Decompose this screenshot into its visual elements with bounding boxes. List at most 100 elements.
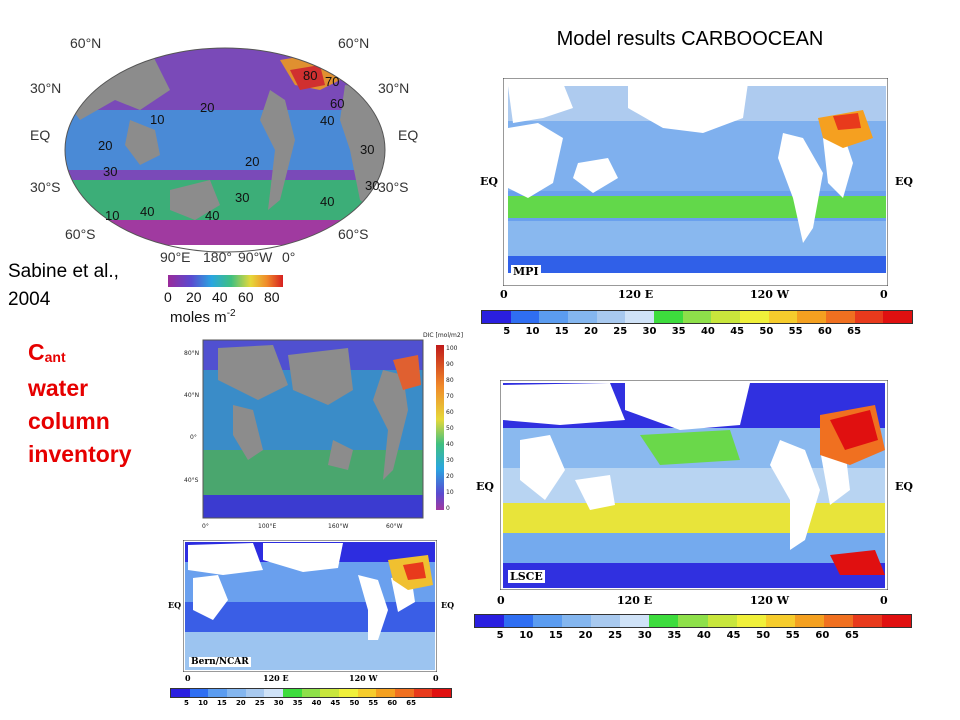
colorbar-swatch xyxy=(510,311,540,323)
sabine-lat-30n: 30°N xyxy=(30,80,61,96)
colorbar-label: 20 xyxy=(584,326,598,337)
colorbar-label: 30 xyxy=(642,326,657,337)
dic-cbar-tick: 80 xyxy=(446,377,454,384)
lsce-eq-right: EQ xyxy=(895,480,913,493)
colorbar-label: 50 xyxy=(756,630,771,641)
bern-label: Bern/NCAR xyxy=(189,657,251,667)
colorbar-label: 35 xyxy=(671,326,686,337)
figure-title: Model results CARBOOCEAN xyxy=(556,28,824,50)
colorbar-swatch xyxy=(625,311,655,323)
citation-line-2: 2004 xyxy=(8,289,51,310)
colorbar-label: 65 xyxy=(845,630,859,641)
colorbar-label: 45 xyxy=(330,699,341,707)
bern-tick: 120 W xyxy=(349,673,378,683)
contour-label: 30 xyxy=(360,142,374,157)
sabine-lat-60n: 60°N xyxy=(70,35,101,51)
bern-tick: 120 E xyxy=(263,673,289,683)
bern-colorbar-labels: 5 10 15 20 25 30 35 40 45 50 55 60 65 xyxy=(170,699,416,707)
mpi-colorbar xyxy=(481,310,913,324)
bern-eq-right: EQ xyxy=(441,600,455,610)
mpi-tick: 0 xyxy=(500,288,508,301)
cant-sub: ant xyxy=(44,349,66,365)
colorbar-label: 5 xyxy=(184,699,189,707)
sabine-lat-60n-right: 60°N xyxy=(338,35,369,51)
colorbar-label: 40 xyxy=(311,699,322,707)
colorbar-swatch xyxy=(245,689,265,697)
colorbar-label: 55 xyxy=(788,326,803,337)
bern-map: Bern/NCAR xyxy=(182,539,438,673)
lsce-eq-left: EQ xyxy=(476,480,494,493)
lsce-label: LSCE xyxy=(508,570,545,583)
colorbar-label: 40 xyxy=(696,630,711,641)
colorbar-swatch xyxy=(854,311,884,323)
bern-eq-left: EQ xyxy=(168,600,182,610)
colorbar-swatch xyxy=(883,311,913,323)
colorbar-swatch xyxy=(482,311,511,323)
sabine-lat-eq-right: EQ xyxy=(398,127,418,143)
sabine-cbar-tick: 0 xyxy=(164,289,172,305)
dic-cbar-tick: 60 xyxy=(446,409,454,416)
colorbar-swatch xyxy=(740,311,769,323)
colorbar-swatch xyxy=(539,311,569,323)
dic-lat: 80°N xyxy=(184,350,199,357)
sabine-lat-60s-right: 60°S xyxy=(338,226,369,242)
bern-tick: 0 xyxy=(433,673,439,683)
colorbar-label: 10 xyxy=(519,630,534,641)
colorbar-swatch xyxy=(562,615,592,627)
sabine-lat-30s-right: 30°S xyxy=(378,179,409,195)
colorbar-label: 25 xyxy=(608,630,623,641)
sabine-cbar-tick: 20 xyxy=(186,289,202,305)
sabine-colorbar xyxy=(168,275,283,287)
colorbar-swatch xyxy=(301,689,321,697)
dic-cbar-tick: 40 xyxy=(446,441,454,448)
colorbar-label: 20 xyxy=(235,699,246,707)
colorbar-swatch xyxy=(376,689,396,697)
contour-label: 70 xyxy=(325,74,339,89)
colorbar-swatch xyxy=(794,615,824,627)
colorbar-swatch xyxy=(264,689,284,697)
dic-lon: 160°W xyxy=(328,523,348,530)
bern-lon-ticks: 0 120 E 120 W 0 xyxy=(185,673,440,685)
mpi-tick: 120 E xyxy=(618,288,654,301)
colorbar-label: 15 xyxy=(217,699,227,707)
cant-line-4: inventory xyxy=(28,441,132,467)
colorbar-label: 30 xyxy=(637,630,652,641)
colorbar-label: 25 xyxy=(613,326,628,337)
colorbar-swatch xyxy=(208,689,228,697)
colorbar-swatch xyxy=(171,689,190,697)
colorbar-swatch xyxy=(768,311,798,323)
colorbar-swatch xyxy=(395,689,414,697)
sabine-lat-30n-right: 30°N xyxy=(378,80,409,96)
colorbar-swatch xyxy=(189,689,209,697)
colorbar-label: 60 xyxy=(817,326,832,337)
mpi-tick: 0 xyxy=(880,288,888,301)
colorbar-label: 60 xyxy=(387,699,398,707)
contour-label: 20 xyxy=(245,154,259,169)
contour-label: 10 xyxy=(150,112,164,127)
dic-lon: 60°W xyxy=(386,523,403,530)
dic-cbar-tick: 30 xyxy=(446,457,454,464)
dic-cbar-title: DIC [mol/m2] xyxy=(423,332,463,339)
cant-heading: Cant water column inventory xyxy=(28,336,132,471)
sabine-lon-0: 0° xyxy=(282,249,295,265)
mpi-tick: 120 W xyxy=(750,288,790,301)
lsce-colorbar xyxy=(474,614,912,628)
sabine-cbar-unit: moles m-2 xyxy=(170,308,236,326)
citation: Sabine et al., 2004 xyxy=(8,258,119,314)
colorbar-swatch xyxy=(678,615,708,627)
colorbar-label: 65 xyxy=(406,699,416,707)
contour-label: 20 xyxy=(200,100,214,115)
colorbar-swatch xyxy=(432,689,452,697)
lsce-map: LSCE xyxy=(499,379,889,591)
lsce-tick: 0 xyxy=(497,594,505,607)
dic-cbar-tick: 0 xyxy=(446,505,450,512)
colorbar-swatch xyxy=(413,689,433,697)
colorbar-swatch xyxy=(826,311,855,323)
cant-line-3: column xyxy=(28,408,110,434)
colorbar-label: 10 xyxy=(198,699,208,707)
mpi-eq-right: EQ xyxy=(895,175,913,188)
dic-lat: 40°S xyxy=(184,477,199,484)
colorbar-swatch xyxy=(596,311,626,323)
colorbar-label: 5 xyxy=(503,326,511,337)
colorbar-swatch xyxy=(852,615,882,627)
